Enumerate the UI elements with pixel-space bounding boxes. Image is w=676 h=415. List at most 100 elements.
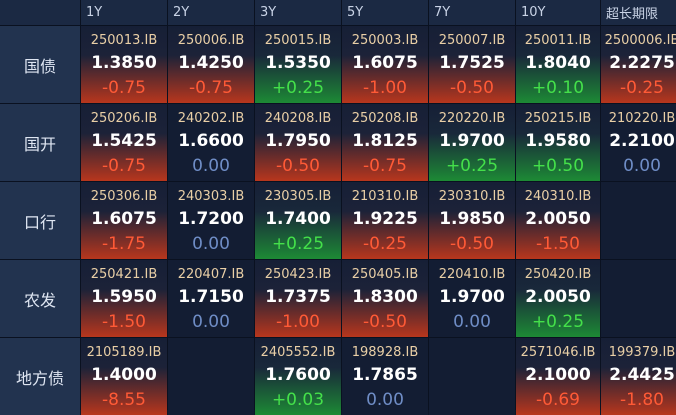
quote-cell: 250015.IB 1.5350 +0.25 bbox=[255, 26, 341, 103]
bond-code: 2571046.IB bbox=[520, 345, 596, 360]
column-header: 5Y bbox=[342, 0, 428, 25]
yield: 2.2100 bbox=[609, 131, 675, 151]
quote-cell: 250006.IB 1.4250 -0.75 bbox=[168, 26, 254, 103]
corner-header bbox=[0, 0, 80, 25]
quote-cell: 210220.IB 2.2100 0.00 bbox=[601, 104, 676, 181]
change: -0.75 bbox=[102, 78, 146, 98]
yield: 1.9700 bbox=[439, 287, 505, 307]
yield: 2.2275 bbox=[609, 53, 675, 73]
yield: 1.7600 bbox=[265, 365, 331, 385]
quote-cell: 199379.IB 2.4425 -1.80 bbox=[601, 338, 676, 415]
yield: 1.8040 bbox=[525, 53, 591, 73]
bond-code: 250003.IB bbox=[351, 33, 419, 48]
change: -0.50 bbox=[450, 78, 494, 98]
change: 0.00 bbox=[192, 234, 230, 254]
quote-cell: 250421.IB 1.5950 -1.50 bbox=[81, 260, 167, 337]
yield: 1.7375 bbox=[265, 287, 331, 307]
bond-code: 250423.IB bbox=[264, 267, 332, 282]
quote-cell: 250007.IB 1.7525 -0.50 bbox=[429, 26, 515, 103]
change: 0.00 bbox=[192, 312, 230, 332]
change: -0.69 bbox=[536, 390, 580, 410]
change: 0.00 bbox=[366, 390, 404, 410]
quote-cell: 240310.IB 2.0050 -1.50 bbox=[516, 182, 600, 259]
quote-cell: 198928.IB 1.7865 0.00 bbox=[342, 338, 428, 415]
change: +0.25 bbox=[271, 78, 325, 98]
change: 0.00 bbox=[623, 156, 661, 176]
bond-code: 250306.IB bbox=[90, 189, 158, 204]
bond-code: 2500006.IB bbox=[604, 33, 676, 48]
bond-code: 2405552.IB bbox=[260, 345, 336, 360]
yield: 1.9850 bbox=[439, 209, 505, 229]
yield: 1.4250 bbox=[178, 53, 244, 73]
column-header: 7Y bbox=[429, 0, 515, 25]
yield: 1.9700 bbox=[439, 131, 505, 151]
change: +0.03 bbox=[271, 390, 325, 410]
change: -0.75 bbox=[189, 78, 233, 98]
yield: 1.6075 bbox=[91, 209, 157, 229]
change: 0.00 bbox=[453, 312, 491, 332]
bond-code: 240202.IB bbox=[177, 111, 245, 126]
bond-code: 220407.IB bbox=[177, 267, 245, 282]
change: 0.00 bbox=[192, 156, 230, 176]
bond-code: 230310.IB bbox=[438, 189, 506, 204]
quote-cell: 250405.IB 1.8300 -0.50 bbox=[342, 260, 428, 337]
column-header: 2Y bbox=[168, 0, 254, 25]
change: -0.50 bbox=[363, 312, 407, 332]
bond-code: 250007.IB bbox=[438, 33, 506, 48]
quote-cell: 220407.IB 1.7150 0.00 bbox=[168, 260, 254, 337]
empty-cell bbox=[601, 260, 676, 337]
change: -0.75 bbox=[363, 156, 407, 176]
quote-cell: 250423.IB 1.7375 -1.00 bbox=[255, 260, 341, 337]
change: -0.25 bbox=[620, 78, 664, 98]
change: -0.50 bbox=[276, 156, 320, 176]
bond-code: 250215.IB bbox=[524, 111, 592, 126]
yield: 1.7950 bbox=[265, 131, 331, 151]
quote-cell: 210310.IB 1.9225 -0.25 bbox=[342, 182, 428, 259]
yield: 1.3850 bbox=[91, 53, 157, 73]
quote-cell: 240303.IB 1.7200 0.00 bbox=[168, 182, 254, 259]
row-label: 农发 bbox=[0, 260, 80, 337]
yield: 1.4000 bbox=[91, 365, 157, 385]
empty-cell bbox=[168, 338, 254, 415]
quote-cell: 250011.IB 1.8040 +0.10 bbox=[516, 26, 600, 103]
yield: 2.0050 bbox=[525, 209, 591, 229]
bond-code: 250011.IB bbox=[524, 33, 592, 48]
yield: 2.0050 bbox=[525, 287, 591, 307]
change: -1.80 bbox=[620, 390, 664, 410]
quote-cell: 220220.IB 1.9700 +0.25 bbox=[429, 104, 515, 181]
quote-cell: 230310.IB 1.9850 -0.50 bbox=[429, 182, 515, 259]
change: -1.75 bbox=[102, 234, 146, 254]
column-header: 超长期限 bbox=[601, 0, 676, 25]
change: -0.75 bbox=[102, 156, 146, 176]
quote-cell: 220410.IB 1.9700 0.00 bbox=[429, 260, 515, 337]
bond-code: 250013.IB bbox=[90, 33, 158, 48]
bond-code: 250208.IB bbox=[351, 111, 419, 126]
bond-code: 250405.IB bbox=[351, 267, 419, 282]
change: +0.25 bbox=[445, 156, 499, 176]
column-header: 1Y bbox=[81, 0, 167, 25]
bond-code: 199379.IB bbox=[608, 345, 676, 360]
bond-code: 2105189.IB bbox=[86, 345, 162, 360]
quote-cell: 250208.IB 1.8125 -0.75 bbox=[342, 104, 428, 181]
empty-cell bbox=[429, 338, 515, 415]
bond-code: 250206.IB bbox=[90, 111, 158, 126]
change: +0.10 bbox=[531, 78, 585, 98]
quote-cell: 250215.IB 1.9580 +0.50 bbox=[516, 104, 600, 181]
yield: 1.7865 bbox=[352, 365, 418, 385]
change: -1.00 bbox=[363, 78, 407, 98]
quote-cell: 250003.IB 1.6075 -1.00 bbox=[342, 26, 428, 103]
change: -8.55 bbox=[102, 390, 146, 410]
row-label: 国债 bbox=[0, 26, 80, 103]
yield: 2.1000 bbox=[525, 365, 591, 385]
yield: 1.8300 bbox=[352, 287, 418, 307]
quote-cell: 2500006.IB 2.2275 -0.25 bbox=[601, 26, 676, 103]
bond-code: 210220.IB bbox=[608, 111, 676, 126]
change: -0.50 bbox=[450, 234, 494, 254]
yield: 1.7525 bbox=[439, 53, 505, 73]
yield: 1.6600 bbox=[178, 131, 244, 151]
empty-cell bbox=[601, 182, 676, 259]
change: -0.25 bbox=[363, 234, 407, 254]
quote-cell: 240202.IB 1.6600 0.00 bbox=[168, 104, 254, 181]
column-header: 3Y bbox=[255, 0, 341, 25]
